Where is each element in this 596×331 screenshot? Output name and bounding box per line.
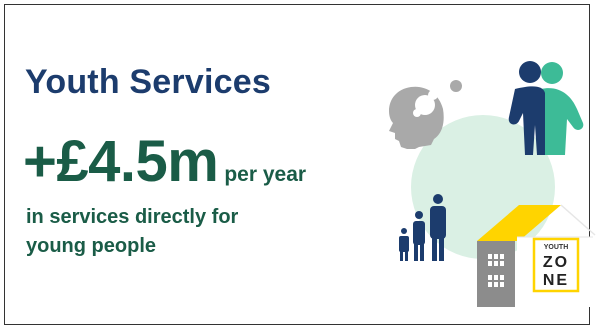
description-line-1: in services directly for — [26, 206, 239, 228]
description: in services directly for young people — [26, 203, 238, 261]
two-people-icon — [508, 61, 584, 155]
amount-suffix: per year — [224, 163, 307, 186]
amount-value: +£4.5m — [23, 129, 219, 194]
youth-services-card: Youth Services +£4.5m per year in service… — [4, 4, 596, 325]
svg-text:ZO: ZO — [543, 254, 569, 271]
head-thinking-icon — [389, 80, 462, 149]
youth-illustration: YOUTH ZO NE — [389, 61, 596, 307]
family-figures-icon — [399, 194, 446, 261]
svg-text:YOUTH: YOUTH — [544, 244, 569, 251]
description-line-2: young people — [26, 235, 156, 257]
youth-zone-building-icon: YOUTH ZO NE — [477, 204, 596, 307]
card-title: Youth Services — [25, 63, 271, 101]
youth-zone-logo — [532, 237, 580, 293]
svg-text:NE: NE — [543, 272, 569, 289]
amount-line: +£4.5m per year — [23, 133, 306, 191]
